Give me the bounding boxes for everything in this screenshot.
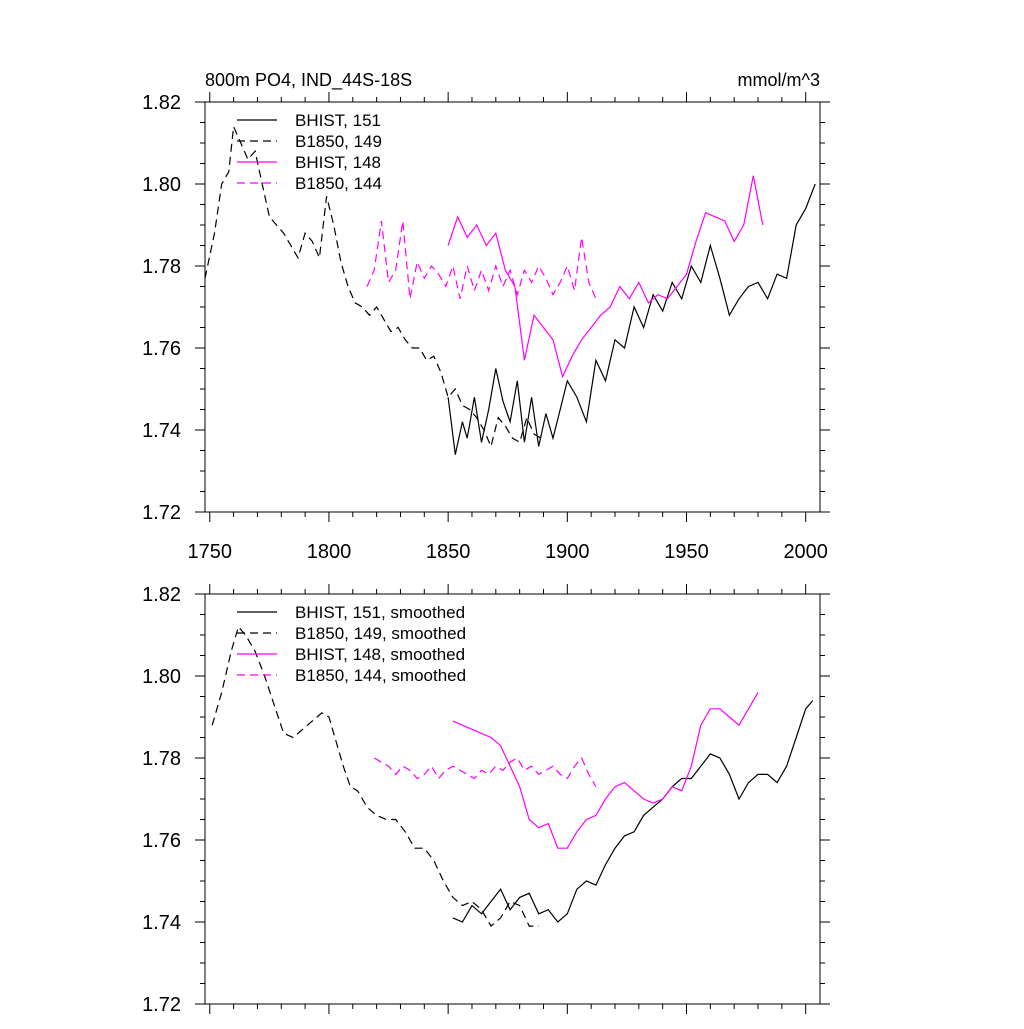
x-tick-label: 1950 xyxy=(664,541,709,563)
y-tick-label: 1.80 xyxy=(142,174,181,196)
bottom-legend: BHIST, 151, smoothed B1850, 149, smoothed… xyxy=(237,603,466,685)
top-ticks: 1.72 1.74 1.76 1.78 1.80 1.82 1750 1800 1850 1900… xyxy=(142,92,830,563)
top-plot-frame xyxy=(204,101,821,513)
x-tick-label: 2000 xyxy=(783,541,828,563)
legend-label: B1850, 144 xyxy=(295,174,382,193)
y-tick-label: 1.78 xyxy=(142,256,181,278)
bottom-ticks: 1.72 1.74 1.76 1.78 1.80 1.82 xyxy=(142,584,830,1016)
y-tick-label: 1.74 xyxy=(142,420,181,442)
y-tick-label: 1.74 xyxy=(142,912,181,934)
series-line xyxy=(373,756,597,787)
legend-label: BHIST, 148, smoothed xyxy=(295,645,465,664)
series-line xyxy=(366,220,597,300)
y-tick-label: 1.76 xyxy=(142,830,181,852)
legend-label: B1850, 149, smoothed xyxy=(295,624,466,643)
legend-label: B1850, 144, smoothed xyxy=(295,666,466,685)
y-tick-label: 1.76 xyxy=(142,338,181,360)
series-line xyxy=(452,700,814,923)
y-tick-label: 1.72 xyxy=(142,994,181,1016)
legend-label: BHIST, 151 xyxy=(295,111,381,130)
y-tick-label: 1.78 xyxy=(142,748,181,770)
bottom-plot-frame xyxy=(204,593,821,1005)
y-tick-label: 1.82 xyxy=(142,92,181,114)
chart-bottom-panel: 1.72 1.74 1.76 1.78 1.80 1.82 BHIST, 151, smo… xyxy=(142,584,830,1016)
series-line xyxy=(452,692,759,849)
chart-title: 800m PO4, IND_44S-18S xyxy=(205,70,412,91)
series-line xyxy=(447,175,764,379)
x-tick-label: 1800 xyxy=(307,541,352,563)
legend-label: BHIST, 151, smoothed xyxy=(295,603,465,622)
top-series-group xyxy=(204,124,816,455)
chart-units: mmol/m^3 xyxy=(738,70,820,90)
x-tick-label: 1900 xyxy=(545,541,590,563)
legend-label: B1850, 149 xyxy=(295,132,382,151)
series-line xyxy=(447,183,816,455)
y-tick-label: 1.72 xyxy=(142,502,181,524)
legend-label: BHIST, 148 xyxy=(295,153,381,172)
y-tick-label: 1.80 xyxy=(142,666,181,688)
x-tick-label: 1750 xyxy=(188,541,233,563)
chart-top-panel: 800m PO4, IND_44S-18S mmol/m^3 1.721.741… xyxy=(142,70,830,563)
x-tick-label: 1850 xyxy=(426,541,471,563)
series-line xyxy=(211,625,539,928)
top-legend: BHIST, 151 B1850, 149 BHIST, 148 B1850, 144 xyxy=(237,111,382,193)
y-tick-label: 1.82 xyxy=(142,584,181,606)
bottom-series-group xyxy=(211,625,814,928)
